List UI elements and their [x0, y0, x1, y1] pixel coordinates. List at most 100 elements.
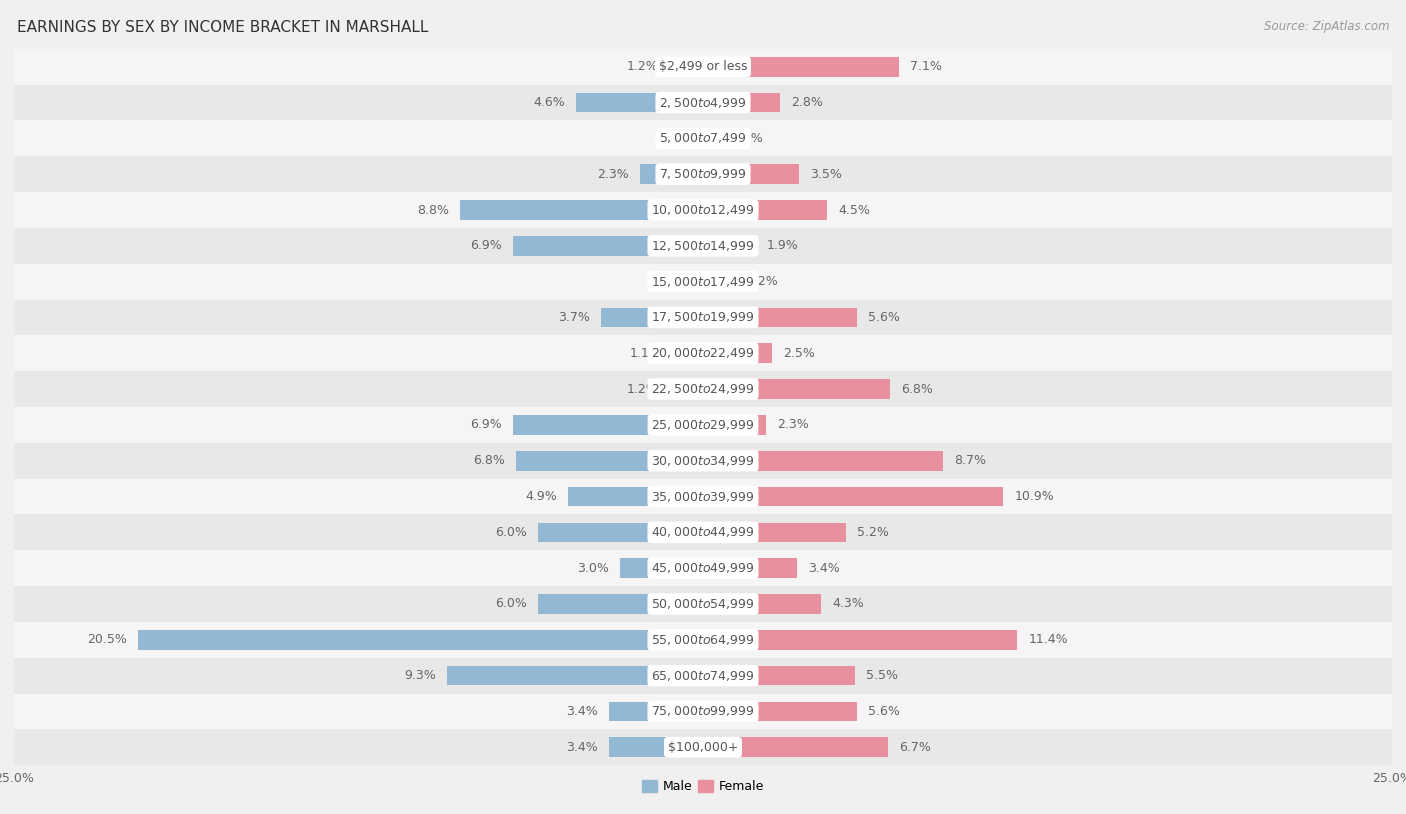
- Text: 1.1%: 1.1%: [630, 347, 662, 360]
- Bar: [703, 344, 772, 363]
- Text: $35,000 to $39,999: $35,000 to $39,999: [651, 489, 755, 504]
- Bar: [461, 200, 703, 220]
- Legend: Male, Female: Male, Female: [637, 775, 769, 799]
- Bar: [672, 344, 703, 363]
- Text: 2.8%: 2.8%: [792, 96, 823, 109]
- Bar: [138, 630, 703, 650]
- Text: 4.5%: 4.5%: [838, 204, 870, 217]
- Bar: [14, 550, 1392, 586]
- Bar: [703, 236, 755, 256]
- Text: 7.1%: 7.1%: [910, 60, 942, 73]
- Bar: [14, 479, 1392, 514]
- Bar: [14, 407, 1392, 443]
- Bar: [537, 594, 703, 614]
- Text: 2.3%: 2.3%: [596, 168, 628, 181]
- Text: 4.3%: 4.3%: [832, 597, 865, 610]
- Text: 5.5%: 5.5%: [866, 669, 897, 682]
- Bar: [703, 200, 827, 220]
- Bar: [14, 658, 1392, 694]
- Bar: [703, 558, 797, 578]
- Text: 6.8%: 6.8%: [901, 383, 934, 396]
- Text: $40,000 to $44,999: $40,000 to $44,999: [651, 525, 755, 540]
- Bar: [609, 702, 703, 721]
- Bar: [14, 729, 1392, 765]
- Bar: [703, 93, 780, 112]
- Text: 6.7%: 6.7%: [898, 741, 931, 754]
- Text: $12,500 to $14,999: $12,500 to $14,999: [651, 239, 755, 253]
- Bar: [703, 272, 737, 291]
- Text: 6.8%: 6.8%: [472, 454, 505, 467]
- Bar: [14, 85, 1392, 120]
- Bar: [14, 192, 1392, 228]
- Bar: [600, 308, 703, 327]
- Bar: [576, 93, 703, 112]
- Text: 5.2%: 5.2%: [858, 526, 889, 539]
- Text: 1.9%: 1.9%: [766, 239, 799, 252]
- Text: 0.0%: 0.0%: [659, 275, 692, 288]
- Text: 6.0%: 6.0%: [495, 597, 527, 610]
- Bar: [14, 156, 1392, 192]
- Text: 10.9%: 10.9%: [1014, 490, 1054, 503]
- Text: 0.0%: 0.0%: [659, 132, 692, 145]
- Text: 4.6%: 4.6%: [533, 96, 565, 109]
- Bar: [14, 514, 1392, 550]
- Bar: [513, 236, 703, 256]
- Bar: [14, 49, 1392, 85]
- Bar: [703, 415, 766, 435]
- Bar: [14, 228, 1392, 264]
- Text: 3.4%: 3.4%: [567, 741, 599, 754]
- Text: 0.32%: 0.32%: [723, 132, 762, 145]
- Text: $100,000+: $100,000+: [668, 741, 738, 754]
- Bar: [703, 523, 846, 542]
- Text: 8.8%: 8.8%: [418, 204, 450, 217]
- Text: $50,000 to $54,999: $50,000 to $54,999: [651, 597, 755, 611]
- Bar: [703, 129, 711, 148]
- Text: 8.7%: 8.7%: [953, 454, 986, 467]
- Bar: [703, 308, 858, 327]
- Bar: [14, 120, 1392, 156]
- Bar: [568, 487, 703, 506]
- Bar: [14, 694, 1392, 729]
- Bar: [14, 443, 1392, 479]
- Text: $65,000 to $74,999: $65,000 to $74,999: [651, 668, 755, 683]
- Text: Source: ZipAtlas.com: Source: ZipAtlas.com: [1264, 20, 1389, 33]
- Text: $55,000 to $64,999: $55,000 to $64,999: [651, 632, 755, 647]
- Text: $10,000 to $12,499: $10,000 to $12,499: [651, 203, 755, 217]
- Text: $2,499 or less: $2,499 or less: [659, 60, 747, 73]
- Bar: [669, 379, 703, 399]
- Text: 2.5%: 2.5%: [783, 347, 815, 360]
- Bar: [703, 630, 1017, 650]
- Text: $5,000 to $7,499: $5,000 to $7,499: [659, 131, 747, 146]
- Text: 6.0%: 6.0%: [495, 526, 527, 539]
- Bar: [620, 558, 703, 578]
- Text: $20,000 to $22,499: $20,000 to $22,499: [651, 346, 755, 361]
- Bar: [703, 666, 855, 685]
- Bar: [14, 335, 1392, 371]
- Text: $17,500 to $19,999: $17,500 to $19,999: [651, 310, 755, 325]
- Bar: [669, 57, 703, 77]
- Text: $2,500 to $4,999: $2,500 to $4,999: [659, 95, 747, 110]
- Bar: [14, 300, 1392, 335]
- Bar: [609, 737, 703, 757]
- Bar: [14, 586, 1392, 622]
- Bar: [447, 666, 703, 685]
- Text: 20.5%: 20.5%: [87, 633, 127, 646]
- Bar: [537, 523, 703, 542]
- Bar: [703, 702, 858, 721]
- Bar: [703, 487, 1004, 506]
- Text: $45,000 to $49,999: $45,000 to $49,999: [651, 561, 755, 575]
- Text: 6.9%: 6.9%: [470, 418, 502, 431]
- Text: $75,000 to $99,999: $75,000 to $99,999: [651, 704, 755, 719]
- Text: 3.4%: 3.4%: [807, 562, 839, 575]
- Text: EARNINGS BY SEX BY INCOME BRACKET IN MARSHALL: EARNINGS BY SEX BY INCOME BRACKET IN MAR…: [17, 20, 429, 35]
- Bar: [14, 264, 1392, 300]
- Text: 1.2%: 1.2%: [627, 60, 659, 73]
- Bar: [14, 371, 1392, 407]
- Text: 9.3%: 9.3%: [404, 669, 436, 682]
- Text: $7,500 to $9,999: $7,500 to $9,999: [659, 167, 747, 182]
- Bar: [703, 594, 821, 614]
- Text: $30,000 to $34,999: $30,000 to $34,999: [651, 453, 755, 468]
- Text: 3.5%: 3.5%: [810, 168, 842, 181]
- Bar: [703, 164, 800, 184]
- Text: 5.6%: 5.6%: [869, 705, 900, 718]
